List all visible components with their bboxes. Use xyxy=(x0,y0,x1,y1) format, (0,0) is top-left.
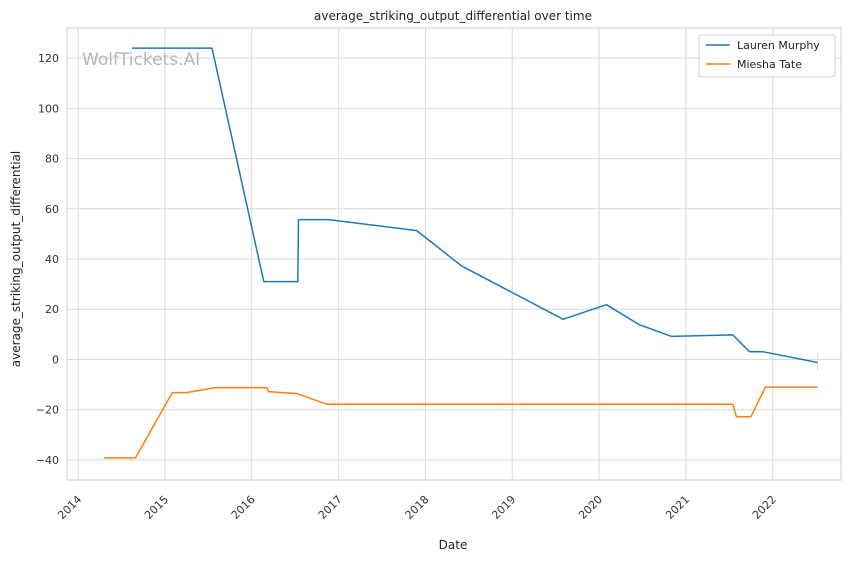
x-axis-title: Date xyxy=(439,538,468,552)
y-tick-label: −20 xyxy=(36,404,59,417)
watermark: WolfTickets.AI xyxy=(82,50,200,70)
y-tick-label: 40 xyxy=(45,253,59,266)
series-line-miesha-tate xyxy=(103,386,818,459)
series-lines xyxy=(103,47,819,459)
y-tick-labels: 120 100 80 60 40 20 0 −20 −40 xyxy=(36,52,59,467)
y-tick-label: 60 xyxy=(45,203,59,216)
y-tick-label: 80 xyxy=(45,153,59,166)
y-tick-label: 0 xyxy=(52,353,59,366)
plot-area: WolfTickets.AI xyxy=(66,27,842,481)
legend-box xyxy=(698,34,836,78)
plot-frame xyxy=(66,27,842,481)
chart-title: average_striking_output_differential ove… xyxy=(314,9,592,23)
y-tick-label: 20 xyxy=(45,303,59,316)
legend: Lauren Murphy Miesha Tate xyxy=(698,34,836,78)
y-tick-label: 120 xyxy=(38,52,59,65)
plot-background xyxy=(67,28,841,480)
legend-label-miesha-tate: Miesha Tate xyxy=(737,58,802,71)
legend-label-lauren-murphy: Lauren Murphy xyxy=(737,39,820,52)
y-tick-label: 100 xyxy=(38,102,59,115)
y-tick-label: −40 xyxy=(36,454,59,467)
series-line-lauren-murphy xyxy=(132,47,818,364)
y-axis-title: average_striking_output_differential xyxy=(9,151,23,367)
